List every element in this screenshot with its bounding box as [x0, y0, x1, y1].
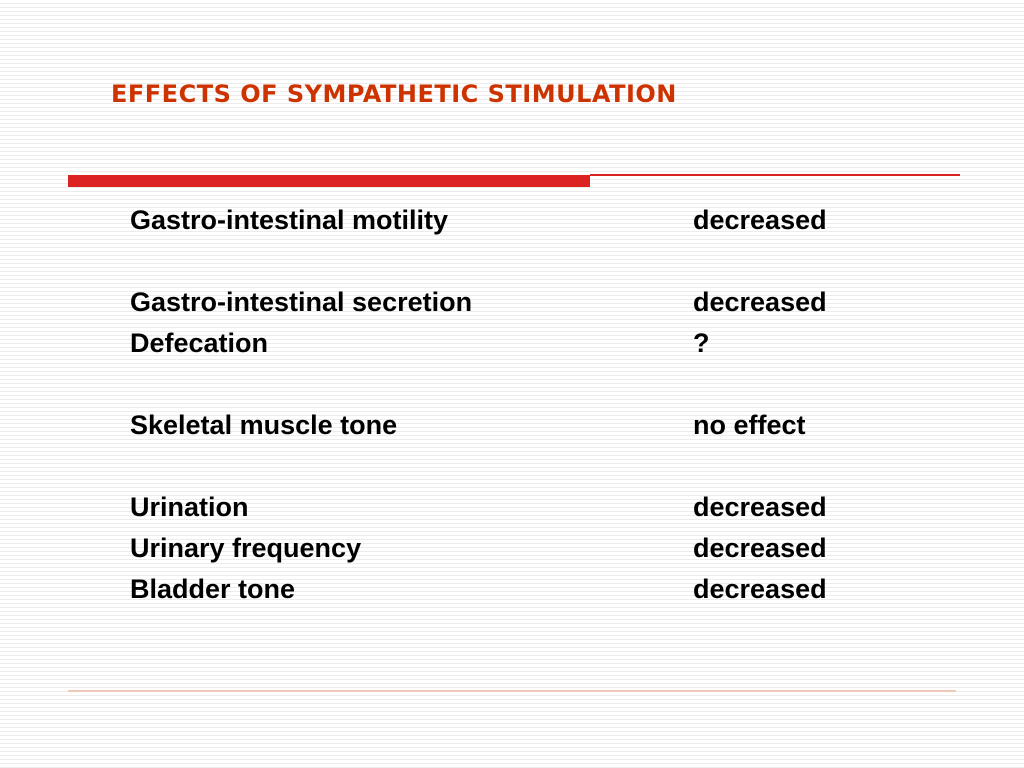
slide-title: EFFECTS OF SYMPATHETIC STIMULATION — [111, 80, 677, 108]
title-rule-thick — [68, 175, 590, 187]
effect-name: Defecation — [130, 328, 269, 358]
effect-name: Bladder tone — [130, 574, 296, 604]
row-spacer — [130, 241, 950, 282]
effect-name: Urinary frequency — [130, 533, 362, 563]
effect-row: Urination decreased — [130, 487, 950, 528]
effect-name: Gastro-intestinal secretion — [130, 287, 473, 317]
effect-value: decreased — [693, 492, 827, 522]
effect-row: Defecation ? — [130, 323, 950, 364]
effect-row: Gastro-intestinal secretion decreased — [130, 282, 950, 323]
effect-name: Urination — [130, 492, 249, 522]
effect-row: Urinary frequency decreased — [130, 528, 950, 569]
effect-value: no effect — [693, 410, 806, 440]
effect-value: ? — [693, 328, 710, 358]
row-spacer — [130, 446, 950, 487]
effect-value: decreased — [693, 287, 827, 317]
effect-row: Gastro-intestinal motility decreased — [130, 200, 950, 241]
effect-name: Gastro-intestinal motility — [130, 205, 449, 235]
title-rule-thin — [590, 174, 960, 176]
effect-value: decreased — [693, 574, 827, 604]
effects-list: Gastro-intestinal motility decreased Gas… — [130, 200, 950, 610]
effect-row: Bladder tone decreased — [130, 569, 950, 610]
footer-rule — [68, 690, 956, 692]
effect-value: decreased — [693, 533, 827, 563]
effect-value: decreased — [693, 205, 827, 235]
effect-row: Skeletal muscle tone no effect — [130, 405, 950, 446]
effect-name: Skeletal muscle tone — [130, 410, 398, 440]
row-spacer — [130, 364, 950, 405]
